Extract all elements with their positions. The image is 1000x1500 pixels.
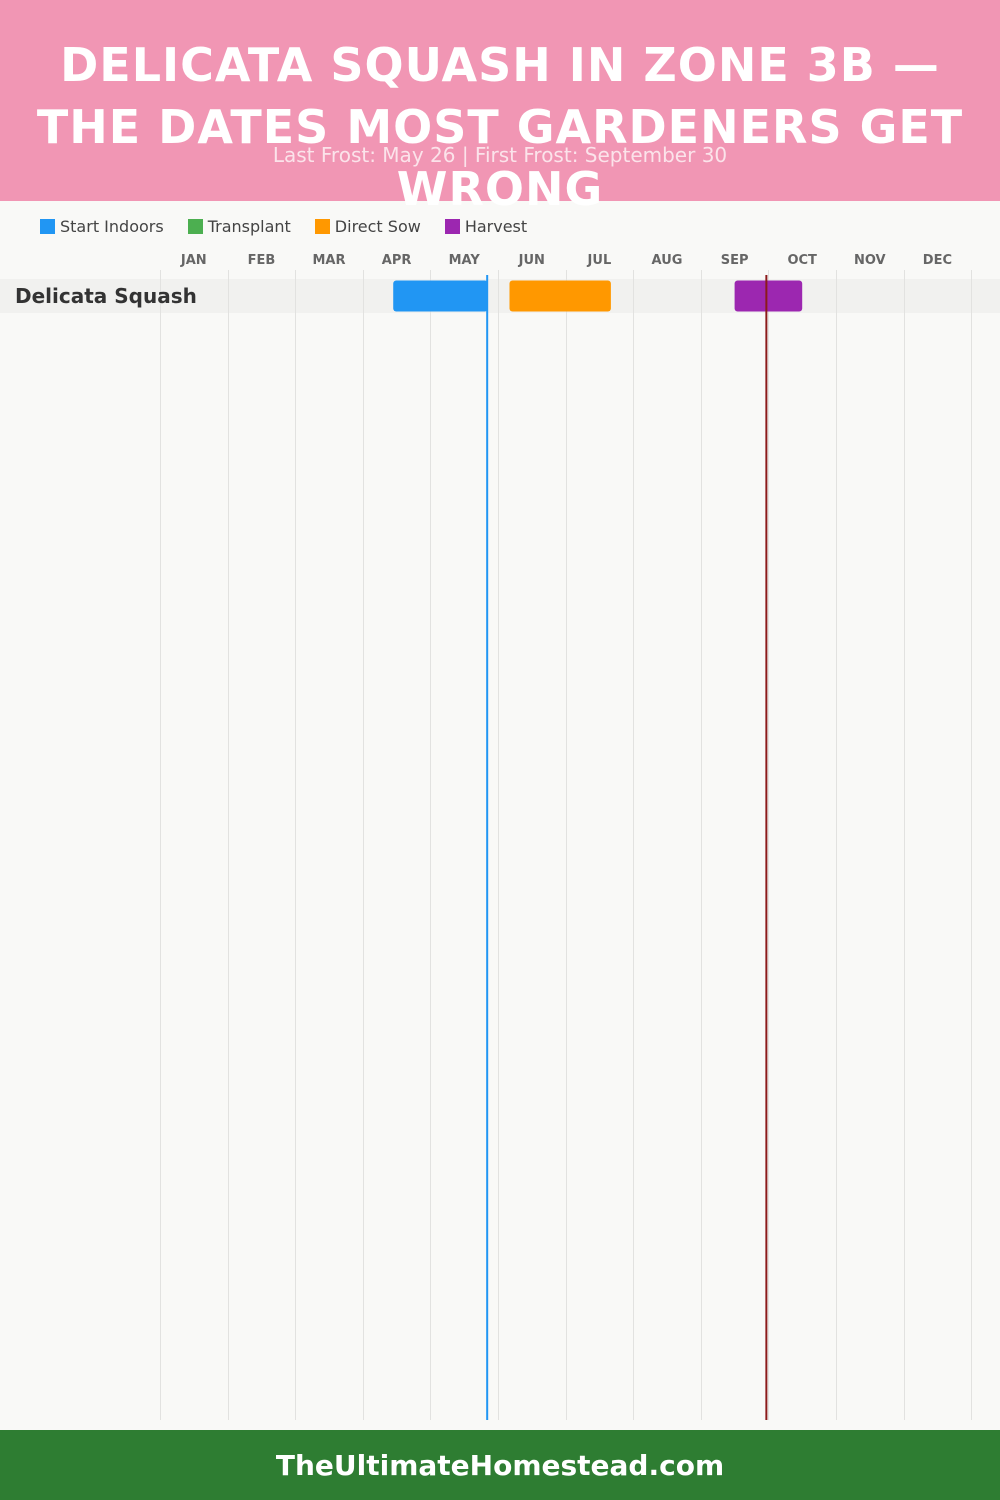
month-label: JUL bbox=[587, 253, 612, 268]
month-label: MAY bbox=[449, 253, 481, 268]
legend: Start Indoors Transplant Direct Sow Harv… bbox=[40, 214, 551, 238]
month-label: JAN bbox=[180, 253, 207, 268]
legend-label-direct-sow: Direct Sow bbox=[334, 216, 421, 236]
month-label: AUG bbox=[652, 253, 683, 268]
month-label: APR bbox=[382, 253, 412, 268]
month-label: SEP bbox=[721, 253, 749, 268]
chart-title: DELICATA SQUASH IN ZONE 3B — THE DATES M… bbox=[36, 38, 964, 216]
chart-subtitle: Last Frost: May 26 | First Frost: Septem… bbox=[272, 143, 728, 167]
legend-item-transplant: Transplant bbox=[187, 216, 291, 236]
footer-banner: TheUltimateHomestead.com bbox=[0, 1430, 1000, 1500]
month-label: JUN bbox=[518, 253, 545, 268]
month-label: OCT bbox=[787, 253, 817, 268]
legend-label-harvest: Harvest bbox=[464, 216, 528, 236]
legend-swatch-direct-sow bbox=[314, 218, 330, 234]
legend-item-direct-sow: Direct Sow bbox=[314, 216, 421, 236]
legend-label-transplant: Transplant bbox=[207, 216, 291, 236]
month-label: MAR bbox=[312, 253, 345, 268]
month-label: FEB bbox=[248, 253, 276, 268]
task-bar-start-indoors bbox=[393, 280, 488, 312]
legend-label-start-indoors: Start Indoors bbox=[60, 216, 164, 236]
row-band bbox=[0, 279, 1000, 313]
legend-item-harvest: Harvest bbox=[444, 216, 528, 236]
gantt-chart: JAN FEB MAR APR MAY JUN JUL AUG SEP OCT NOV DEC Deli… bbox=[0, 253, 1000, 1420]
row-label: Delicata Squash bbox=[15, 284, 197, 308]
legend-swatch-harvest bbox=[444, 218, 460, 234]
month-label: DEC bbox=[923, 253, 952, 268]
task-bar-direct-sow bbox=[509, 280, 611, 312]
legend-swatch-start-indoors bbox=[40, 218, 55, 234]
month-label: NOV bbox=[854, 253, 886, 268]
legend-swatch-transplant bbox=[187, 218, 203, 234]
task-bar-harvest bbox=[734, 280, 803, 312]
header-banner: DELICATA SQUASH IN ZONE 3B — THE DATES M… bbox=[0, 0, 1000, 216]
legend-item-start-indoors: Start Indoors bbox=[40, 217, 164, 236]
footer-site-name: TheUltimateHomestead.com bbox=[275, 1448, 725, 1482]
